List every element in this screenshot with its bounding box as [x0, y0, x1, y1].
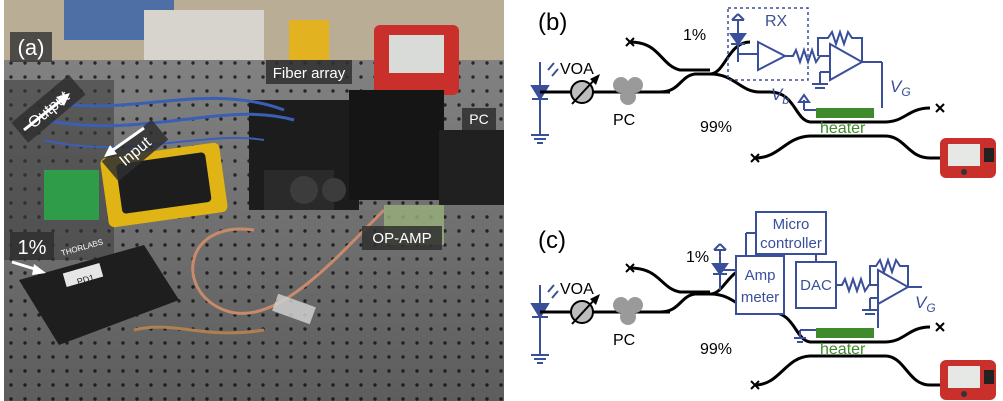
output-arrow	[23, 96, 65, 132]
orange-fiber	[191, 208, 386, 315]
voa-label-b: VOA	[560, 61, 594, 78]
ampmeter-box	[735, 255, 785, 315]
tap-99-label-b: 99%	[700, 119, 732, 136]
tap-1-label-b: 1%	[683, 27, 706, 44]
microcontroller-label-2: controller	[760, 235, 822, 252]
detector-model: PD1	[76, 272, 96, 286]
label-op-amp: OP-AMP	[372, 230, 431, 247]
ampmeter-label-2: meter	[741, 289, 779, 306]
panel-label-b: (b)	[538, 9, 567, 36]
pc-label-b: PC	[613, 112, 635, 129]
rx-label: RX	[765, 13, 788, 30]
photodiode-icon-c	[711, 243, 736, 290]
heater-c	[816, 328, 874, 338]
label-one-percent: 1%	[18, 237, 47, 259]
vg-label-c: VG	[915, 293, 936, 315]
polarization-controller	[439, 130, 504, 205]
schematic-diagrams: (b) VOA PC 1%	[530, 7, 996, 400]
photodetector	[19, 245, 179, 345]
diagram-c: (c) VOA PC 1% 99%	[530, 211, 996, 400]
yellow-box	[289, 20, 329, 60]
tap-1-label-c: 1%	[686, 249, 709, 266]
vb-label-b: Vb	[771, 85, 789, 107]
label-fiber-array: Fiber array	[273, 65, 346, 82]
scale-device	[144, 10, 264, 60]
laser-source-icon	[530, 62, 559, 144]
opamp-icon-b	[829, 42, 865, 82]
pc-icon-b	[613, 77, 643, 105]
opamp-icon-c	[877, 268, 911, 306]
rx-amp-icon	[757, 40, 788, 72]
heater-label-b: heater	[820, 120, 866, 137]
panel-label-a: (a)	[18, 35, 45, 60]
pc-label-c: PC	[613, 332, 635, 349]
fiber-connectors	[44, 170, 99, 220]
handheld-meter-icon-c	[940, 360, 996, 400]
pc-icon-c	[613, 297, 643, 325]
heater-label-c: heater	[820, 341, 866, 358]
panel-label-c: (c)	[538, 227, 566, 254]
heater-b	[816, 108, 874, 118]
photodiode-icon-b	[729, 13, 758, 62]
dac-label: DAC	[800, 277, 832, 294]
second-stage	[349, 90, 444, 200]
label-pc: PC	[469, 111, 488, 127]
rx-box	[727, 7, 809, 81]
handheld-meter-icon-b	[940, 138, 996, 178]
lab-setup-photo: (a) Output Input Fiber array PC OP-AMP 1…	[4, 0, 504, 401]
vg-label-b: VG	[890, 77, 911, 99]
tap-99-label-c: 99%	[700, 341, 732, 358]
laser-source-icon-c	[530, 284, 559, 364]
input-arrow	[109, 126, 145, 154]
diagram-b: (b) VOA PC 1%	[530, 7, 996, 178]
voa-label-c: VOA	[560, 281, 594, 298]
microcontroller-label-1: Micro	[773, 216, 810, 233]
ampmeter-label-1: Amp	[745, 267, 776, 284]
